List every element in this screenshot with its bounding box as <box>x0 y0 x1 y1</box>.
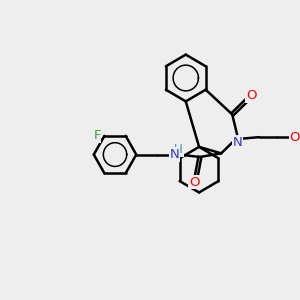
Text: N: N <box>233 136 243 149</box>
Text: O: O <box>246 89 256 102</box>
Text: F: F <box>93 129 101 142</box>
Text: N: N <box>169 148 179 161</box>
Text: O: O <box>189 176 199 189</box>
Text: O: O <box>290 130 300 144</box>
Text: H: H <box>174 143 183 156</box>
